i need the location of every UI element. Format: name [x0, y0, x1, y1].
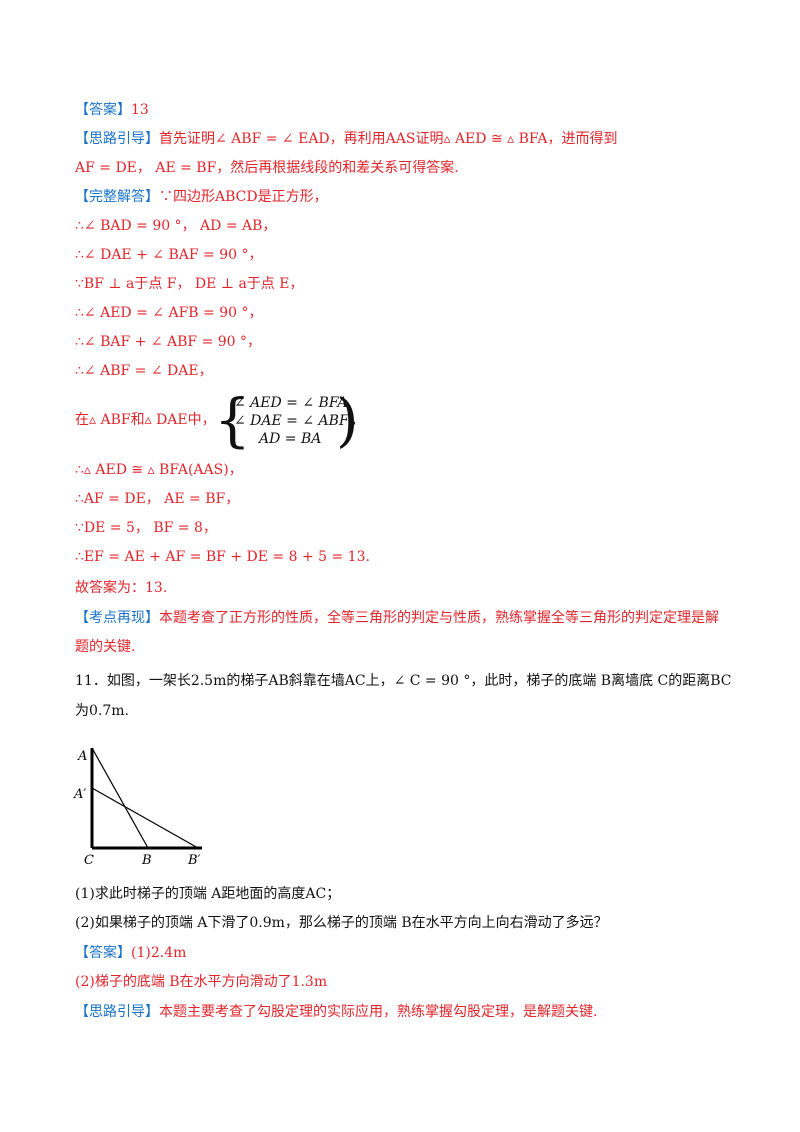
right-paren: ) — [336, 386, 359, 454]
step-9: ∴AF = DE， AE = BF， — [75, 491, 240, 507]
equation-system: { ∠ AED = ∠ BFA ∠ DAE = ∠ ABF AD = BA ) … — [214, 386, 364, 454]
system-row-3: AD = BA — [259, 431, 322, 447]
left-brace: { — [214, 386, 251, 454]
answer-line-2: 【答案】(1)2.4m — [75, 943, 186, 963]
solution-text: ∵四边形ABCD是正方形， — [159, 189, 328, 205]
label-b: B — [141, 853, 152, 868]
answer-value: 13 — [131, 102, 149, 118]
review-text-2: 题的关键. — [75, 639, 136, 655]
system-tail: ， — [350, 413, 364, 429]
step-3: ∵BF ⊥ a于点 F， DE ⊥ a于点 E， — [75, 276, 304, 292]
hint-line: 【思路引导】首先证明∠ ABF = ∠ EAD，再利用AAS证明▵ AED ≅ … — [75, 129, 618, 149]
step-1: ∴∠ BAD = 90 °， AD = AB， — [75, 218, 277, 234]
sub-question-2: (2)如果梯子的顶端 A下滑了0.9m，那么梯子的顶端 B在水平方向上向右滑动了… — [75, 915, 608, 931]
step-6: ∴∠ ABF = ∠ DAE， — [75, 363, 213, 379]
step-7: 在▵ ABF和▵ DAE中， — [75, 412, 216, 428]
system-row-2: ∠ DAE = ∠ ABF — [234, 413, 349, 429]
question-11-cont: 为0.7m. — [75, 703, 129, 719]
label-a1: A′ — [73, 787, 86, 802]
answer-line: 【答案】13 — [75, 100, 149, 120]
ladder-a1b1 — [91, 787, 199, 849]
hint-text: 首先证明∠ ABF = ∠ EAD，再利用AAS证明▵ AED ≅ ▵ BFA，… — [159, 131, 618, 147]
ladder-ab — [91, 747, 149, 849]
step-10: ∵DE = 5， BF = 8， — [75, 520, 217, 536]
conclusion: 故答案为：13. — [75, 580, 168, 596]
label-a: A — [77, 749, 87, 764]
review-line: 【考点再现】本题考查了正方形的性质，全等三角形的判定与性质，熟练掌握全等三角形的… — [75, 608, 719, 628]
hint-text-3: 本题主要考查了勾股定理的实际应用，熟练掌握勾股定理，是解题关键. — [159, 1004, 598, 1020]
question-11: 11．如图，一架长2.5m的梯子AB斜靠在墙AC上，∠ C = 90 °，此时，… — [75, 673, 732, 689]
step-2: ∴∠ DAE + ∠ BAF = 90 °， — [75, 247, 263, 263]
hint-tag-2: 【思路引导】 — [75, 1004, 159, 1020]
solution-tag: 【完整解答】 — [75, 189, 159, 205]
answer-tag-2: 【答案】 — [75, 945, 131, 961]
step-11: ∴EF = AE + AF = BF + DE = 8 + 5 = 13. — [75, 549, 370, 565]
hint-tag: 【思路引导】 — [75, 131, 159, 147]
answer-value-2: (1)2.4m — [131, 945, 187, 961]
step-8: ∴▵ AED ≅ ▵ BFA(AAS)， — [75, 462, 243, 478]
solution-line: 【完整解答】∵四边形ABCD是正方形， — [75, 187, 328, 207]
label-b1: B′ — [187, 853, 201, 868]
answer-part-2: (2)梯子的底端 B在水平方向滑动了1.3m — [75, 974, 328, 990]
step-5: ∴∠ BAF + ∠ ABF = 90 °， — [75, 334, 262, 350]
system-row-1: ∠ AED = ∠ BFA — [234, 395, 348, 411]
sub-question-1: (1)求此时梯子的顶端 A距地面的高度AC； — [75, 886, 341, 902]
review-tag: 【考点再现】 — [75, 610, 159, 626]
ladder-diagram: A A′ C B B′ — [73, 747, 202, 868]
answer-tag: 【答案】 — [75, 102, 131, 118]
hint-line-2: 【思路引导】本题主要考查了勾股定理的实际应用，熟练掌握勾股定理，是解题关键. — [75, 1002, 597, 1022]
hint-text-2: AF = DE， AE = BF，然后再根据线段的和差关系可得答案. — [75, 160, 459, 176]
step-4: ∴∠ AED = ∠ AFB = 90 °， — [75, 305, 263, 321]
review-text: 本题考查了正方形的性质，全等三角形的判定与性质，熟练掌握全等三角形的判定定理是解 — [159, 610, 719, 626]
label-c: C — [84, 853, 94, 868]
